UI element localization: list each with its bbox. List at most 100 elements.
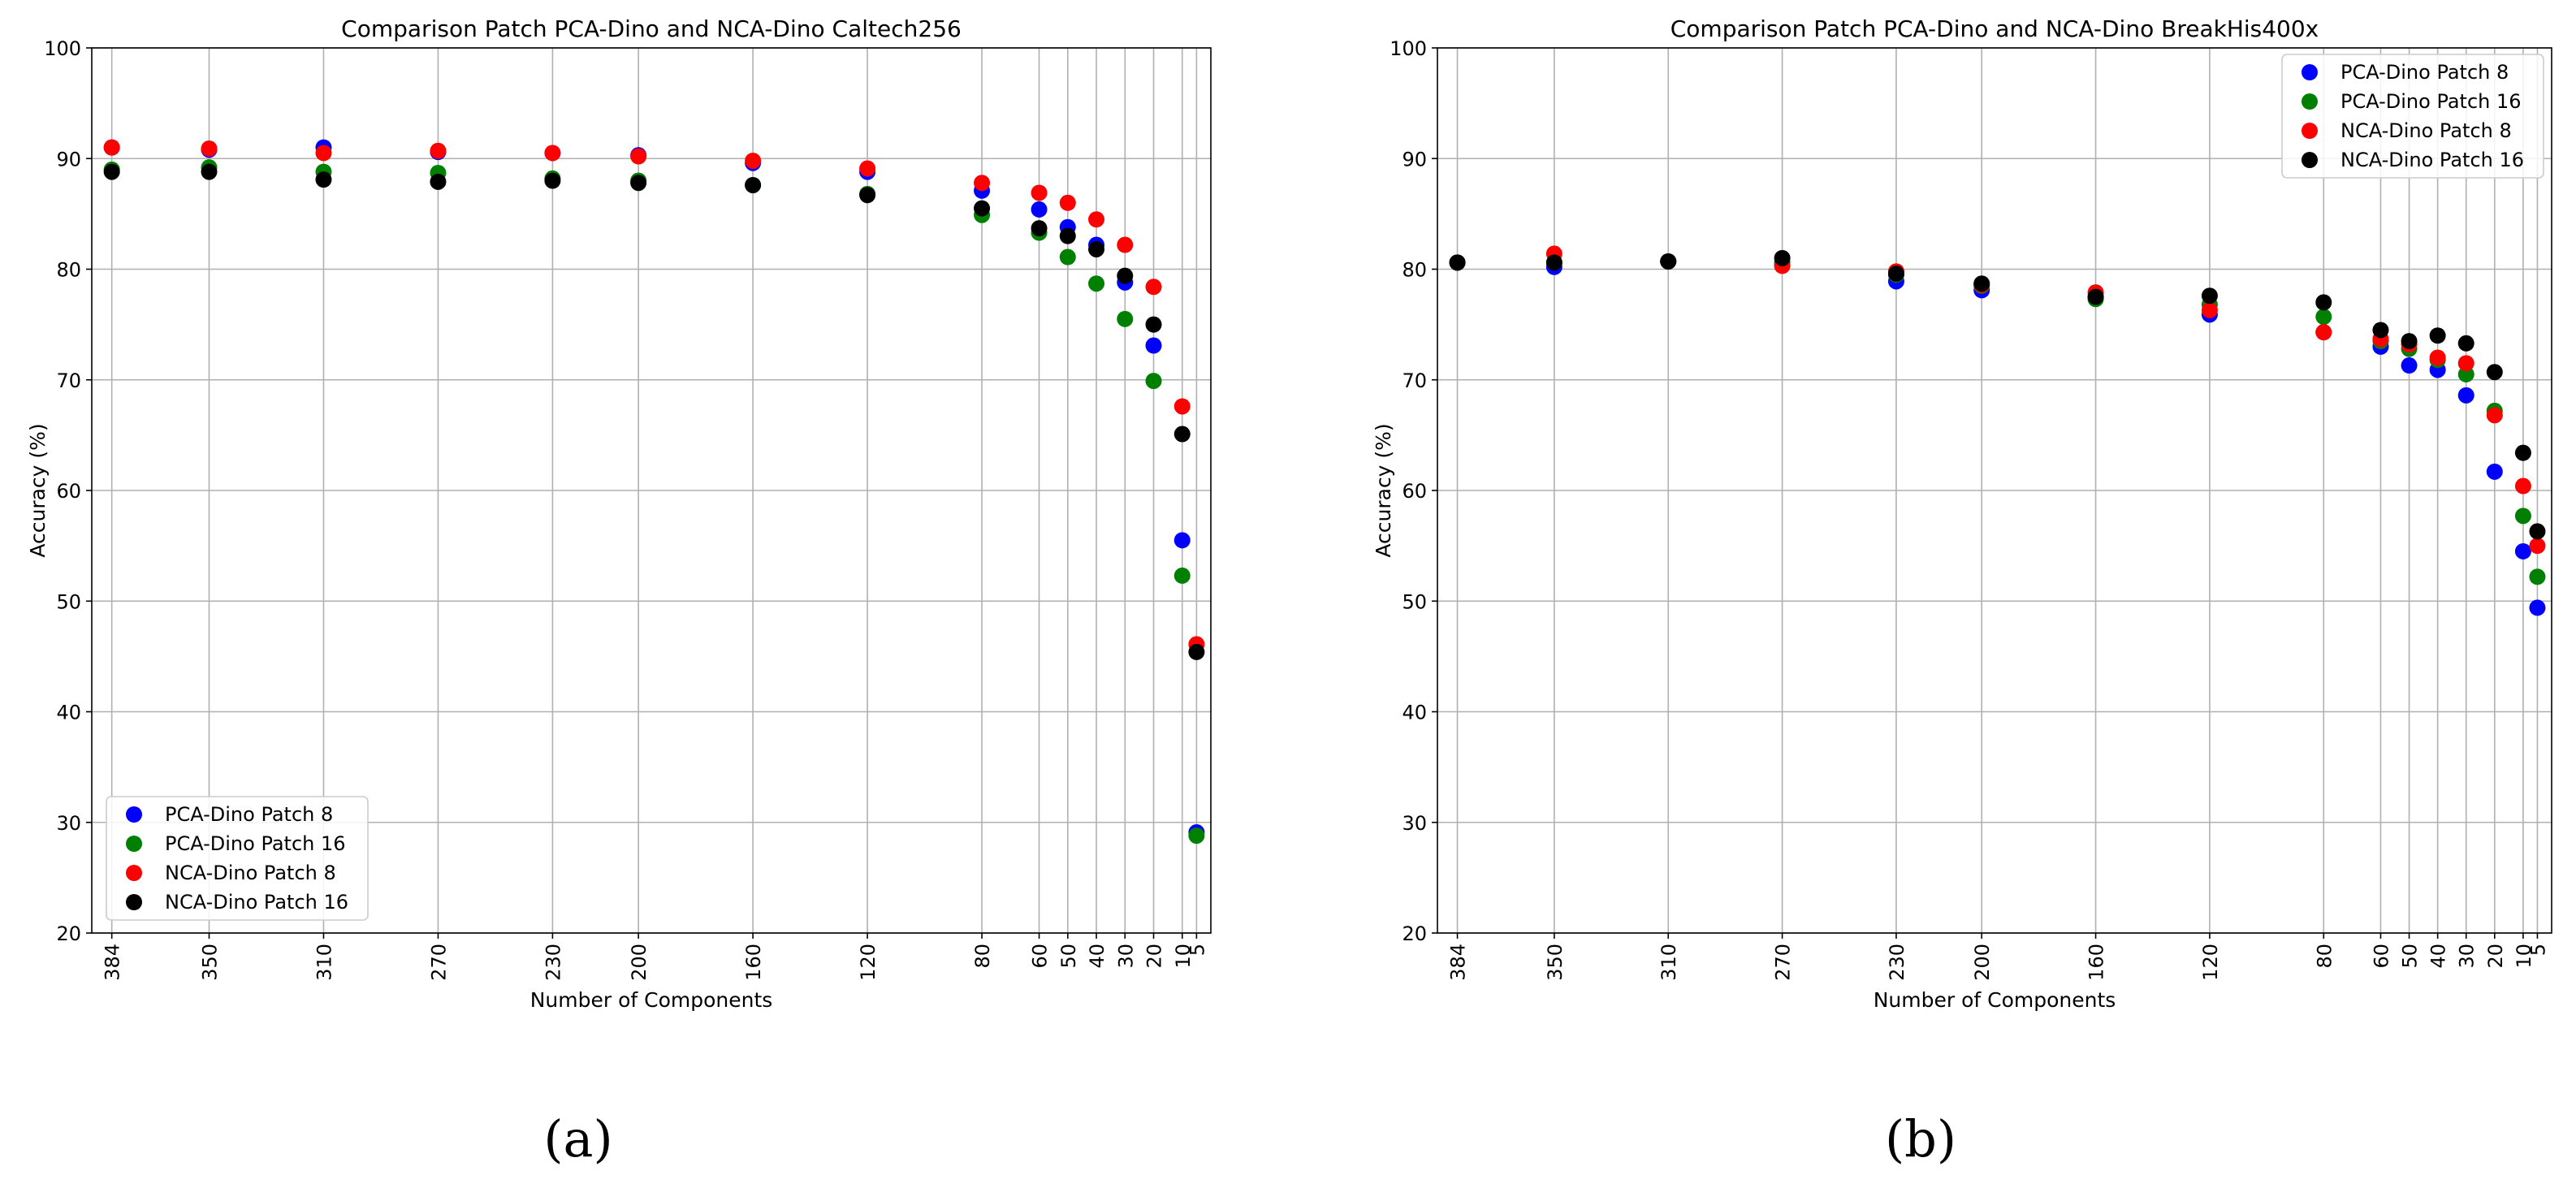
point <box>1031 201 1048 218</box>
chart-title: Comparison Patch PCA-Dino and NCA-Dino B… <box>1671 15 2319 42</box>
point <box>1031 184 1048 201</box>
caption: (b) <box>1885 1109 1956 1169</box>
x-tick-label: 310 <box>1658 944 1680 981</box>
caption: (a) <box>543 1109 612 1169</box>
point <box>201 163 218 180</box>
x-tick-label: 230 <box>542 944 564 981</box>
x-tick-label: 80 <box>2313 944 2336 969</box>
point <box>1059 227 1076 244</box>
point <box>201 140 218 157</box>
legend-box <box>106 796 369 921</box>
point <box>1059 248 1076 266</box>
point <box>2315 309 2332 326</box>
y-tick-label: 30 <box>1402 812 1427 835</box>
point <box>1145 316 1162 333</box>
y-axis-label: Accuracy (%) <box>26 423 50 557</box>
x-tick-label: 5 <box>1186 944 1208 956</box>
y-tick-label: 40 <box>1402 702 1427 724</box>
x-tick-label: 5 <box>2526 944 2549 956</box>
x-tick-label: 50 <box>1057 944 1080 969</box>
x-tick-label: 310 <box>313 944 335 981</box>
point <box>2486 364 2503 381</box>
point <box>2486 407 2503 424</box>
y-tick-label: 100 <box>44 37 81 60</box>
point <box>1545 254 1562 271</box>
point <box>859 160 876 177</box>
y-tick-label: 30 <box>56 812 81 835</box>
point <box>2529 538 2546 555</box>
point <box>1088 211 1105 228</box>
x-tick-label: 30 <box>1114 944 1137 969</box>
x-tick-label: 160 <box>742 944 765 981</box>
point <box>2429 327 2446 344</box>
legend-marker <box>2302 123 2318 139</box>
y-tick-label: 90 <box>56 148 81 171</box>
point <box>2514 508 2531 525</box>
point <box>1774 249 1791 266</box>
point <box>1031 220 1048 237</box>
y-tick-label: 100 <box>1390 37 1427 60</box>
point <box>430 173 447 190</box>
plot-frame <box>91 47 1212 934</box>
point <box>1173 532 1191 549</box>
y-tick-label: 80 <box>56 259 81 282</box>
chart: Comparison Patch PCA-Dino and NCA-Dino C… <box>26 15 1212 1012</box>
point <box>2401 333 2418 350</box>
point <box>2457 335 2474 352</box>
y-axis-label: Accuracy (%) <box>1372 423 1395 557</box>
legend-label: NCA-Dino Patch 16 <box>2340 149 2524 171</box>
y-tick-label: 20 <box>1402 922 1427 945</box>
point <box>2529 599 2546 616</box>
chart: Comparison Patch PCA-Dino and NCA-Dino B… <box>1372 15 2552 1012</box>
legend-marker <box>126 806 142 823</box>
x-tick-label: 230 <box>1886 944 1908 981</box>
legend-box <box>2281 54 2544 179</box>
x-tick-label: 50 <box>2399 944 2422 969</box>
point <box>430 142 447 159</box>
x-tick-label: 40 <box>1086 944 1109 969</box>
x-tick-label: 60 <box>2370 944 2392 969</box>
legend-marker <box>126 836 142 852</box>
x-tick-label: 80 <box>971 944 994 969</box>
point <box>1088 275 1105 292</box>
point <box>1117 267 1134 284</box>
point <box>2429 349 2446 366</box>
point <box>2457 387 2474 404</box>
x-tick-label: 350 <box>1544 944 1567 981</box>
y-tick-label: 90 <box>1402 148 1427 171</box>
point <box>103 139 120 156</box>
point <box>2529 568 2546 585</box>
x-axis-label: Number of Components <box>1874 988 2116 1012</box>
point <box>859 187 876 204</box>
legend-marker <box>2302 64 2318 80</box>
x-tick-label: 384 <box>102 944 124 981</box>
legend: PCA-Dino Patch 8 PCA-Dino Patch 16 NCA-Din… <box>106 796 369 921</box>
point <box>630 175 647 192</box>
x-tick-label: 200 <box>628 944 650 981</box>
x-tick-label: 350 <box>198 944 221 981</box>
chart-title: Comparison Patch PCA-Dino and NCA-Dino C… <box>341 15 962 42</box>
point <box>2514 542 2531 559</box>
legend-label: NCA-Dino Patch 8 <box>2340 119 2512 142</box>
point <box>2529 523 2546 540</box>
point <box>1088 240 1105 257</box>
x-tick-label: 20 <box>2484 944 2507 969</box>
point <box>1059 194 1076 211</box>
x-tick-label: 270 <box>1772 944 1795 981</box>
x-tick-label: 10 <box>1172 944 1195 969</box>
legend-marker <box>2302 152 2318 168</box>
legend-label: PCA-Dino Patch 8 <box>165 803 333 826</box>
point <box>2401 357 2418 374</box>
point <box>1173 567 1191 584</box>
y-tick-label: 80 <box>1402 259 1427 282</box>
legend-label: NCA-Dino Patch 16 <box>165 891 348 914</box>
point <box>1173 398 1191 415</box>
point <box>1660 253 1677 270</box>
point <box>2514 477 2531 495</box>
point <box>544 145 561 162</box>
x-tick-label: 120 <box>2199 944 2222 981</box>
y-tick-label: 60 <box>1402 480 1427 503</box>
point <box>1188 827 1205 845</box>
point <box>630 148 647 165</box>
point <box>2201 287 2218 305</box>
